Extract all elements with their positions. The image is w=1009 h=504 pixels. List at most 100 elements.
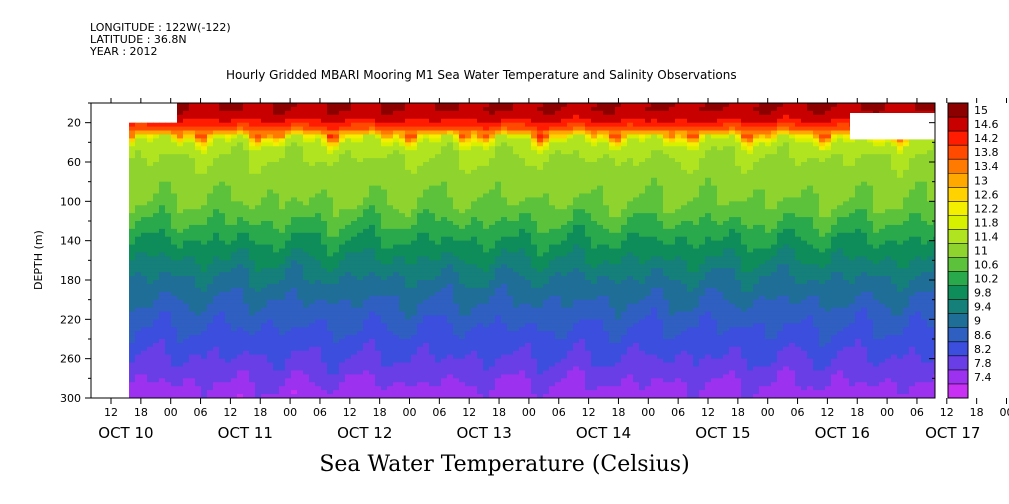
heatmap-cell (177, 366, 184, 371)
heatmap-cell (387, 173, 394, 179)
heatmap-cell (423, 221, 430, 226)
heatmap-cell (423, 346, 430, 352)
heatmap-cell (453, 118, 460, 124)
heatmap-cell (459, 154, 466, 159)
heatmap-cell (267, 201, 274, 206)
heatmap-cell (159, 260, 166, 265)
heatmap-cell (237, 146, 244, 151)
heatmap-cell (459, 311, 466, 316)
heatmap-cell (507, 394, 514, 399)
heatmap-cell (213, 331, 220, 336)
heatmap-cell (267, 146, 274, 151)
heatmap-cell (471, 240, 478, 246)
heatmap-cell (291, 394, 298, 399)
heatmap-cell (399, 280, 406, 285)
heatmap-cell (165, 339, 172, 344)
heatmap-cell (315, 323, 322, 328)
heatmap-cell (219, 217, 226, 222)
heatmap-cell (171, 205, 178, 210)
heatmap-cell (219, 311, 226, 316)
heatmap-cell (417, 362, 424, 368)
heatmap-cell (447, 106, 454, 112)
heatmap-cell (411, 287, 418, 293)
heatmap-cell (453, 354, 460, 360)
heatmap-cell (315, 217, 322, 222)
heatmap-cell (165, 201, 172, 206)
heatmap-cell (435, 323, 442, 328)
heatmap-cell (351, 283, 358, 289)
heatmap-cell (405, 205, 412, 210)
heatmap-cell (351, 197, 358, 202)
heatmap-cell (405, 221, 412, 226)
heatmap-cell (363, 205, 370, 210)
heatmap-cell (513, 394, 520, 399)
heatmap-cell (417, 252, 424, 257)
heatmap-cell (447, 307, 454, 312)
heatmap-cell (495, 177, 502, 183)
heatmap-cell (171, 291, 178, 297)
heatmap-cell (387, 232, 394, 238)
heatmap-cell (417, 346, 424, 352)
heatmap-cell (141, 386, 148, 391)
heatmap-cell (231, 205, 238, 210)
heatmap-cell (381, 374, 388, 379)
heatmap-cell (333, 193, 340, 198)
heatmap-cell (447, 287, 454, 293)
heatmap-cell (285, 114, 292, 120)
heatmap-cell (465, 232, 472, 238)
heatmap-cell (195, 307, 202, 312)
heatmap-cell (273, 272, 280, 277)
heatmap-cell (273, 122, 280, 128)
heatmap-column (183, 103, 190, 399)
heatmap-cell (147, 362, 154, 368)
heatmap-cell (453, 193, 460, 198)
heatmap-cell (321, 189, 328, 194)
heatmap-cell (255, 354, 262, 360)
heatmap-cell (357, 386, 364, 391)
heatmap-cell (153, 122, 160, 128)
heatmap-cell (273, 142, 280, 147)
heatmap-cell (333, 272, 340, 277)
heatmap-cell (399, 299, 406, 305)
heatmap-cell (519, 189, 526, 194)
heatmap-cell (135, 126, 142, 132)
heatmap-cell (279, 193, 286, 198)
heatmap-cell (369, 307, 376, 312)
heatmap-cell (279, 287, 286, 293)
heatmap-cell (339, 370, 346, 375)
heatmap-cell (255, 138, 262, 143)
heatmap-cell (375, 354, 382, 360)
heatmap-cell (243, 165, 250, 171)
heatmap-cell (129, 272, 136, 277)
heatmap-cell (465, 185, 472, 191)
heatmap-cell (363, 276, 370, 281)
heatmap-cell (165, 280, 172, 285)
heatmap-cell (297, 146, 304, 151)
heatmap-cell (363, 295, 370, 301)
heatmap-column (225, 103, 232, 399)
heatmap-cell (375, 130, 382, 135)
heatmap-cell (411, 350, 418, 356)
heatmap-cell (423, 303, 430, 309)
heatmap-cell (405, 311, 412, 316)
heatmap-cell (519, 213, 526, 218)
heatmap-cell (477, 315, 484, 320)
heatmap-cell (135, 236, 142, 242)
heatmap-cell (291, 256, 298, 261)
heatmap-cell (297, 386, 304, 391)
heatmap-cell (489, 118, 496, 124)
heatmap-cell (423, 327, 430, 332)
heatmap-cell (465, 122, 472, 128)
heatmap-cell (399, 236, 406, 242)
heatmap-cell (315, 146, 322, 151)
heatmap-cell (219, 327, 226, 332)
heatmap-cell (159, 299, 166, 305)
heatmap-cell (495, 162, 502, 167)
heatmap-cell (357, 272, 364, 277)
heatmap-cell (237, 114, 244, 120)
heatmap-cell (411, 103, 418, 108)
heatmap-cell (501, 118, 508, 124)
heatmap-cell (363, 362, 370, 368)
heatmap-cell (357, 213, 364, 218)
heatmap-cell (183, 276, 190, 281)
